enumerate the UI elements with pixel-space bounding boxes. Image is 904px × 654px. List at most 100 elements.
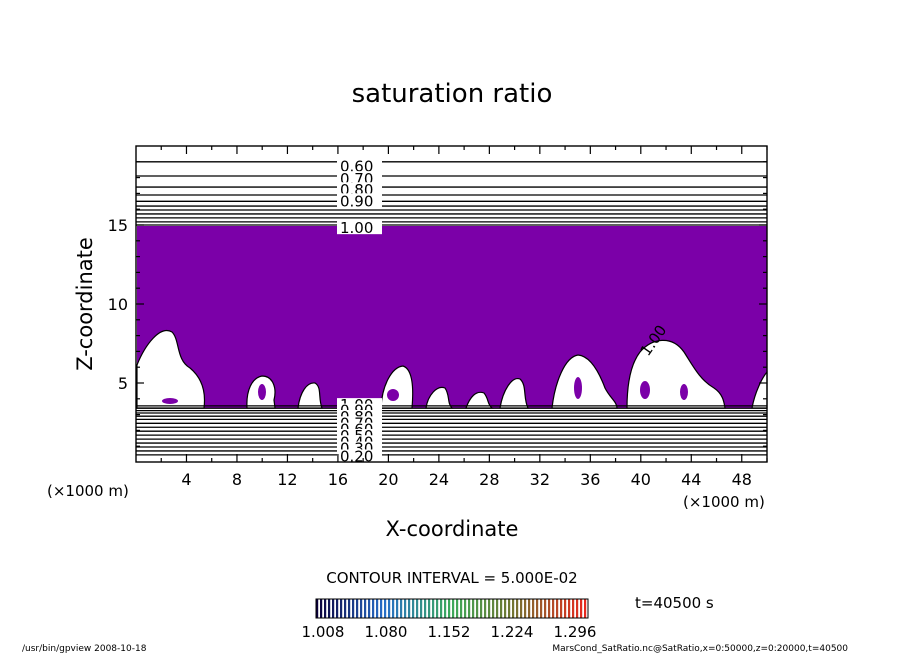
colorbar-stripe [564,599,567,618]
contour-label-bg [337,193,382,208]
blob [499,378,529,409]
contour-interval-text: CONTOUR INTERVAL = 5.000E-02 [326,569,577,587]
colorbar-stripe [556,599,559,618]
x-axis-label: X-coordinate [386,517,519,541]
x-axis-ticks [160,146,768,462]
x-tick-label: 8 [232,470,242,489]
colorbar-stripe [460,599,463,618]
colorbar-stripe [336,599,339,618]
colorbar-stripe [352,599,355,618]
contour-label: 0.90 [340,192,373,210]
colorbar-stripe [524,599,527,618]
blob [297,382,323,409]
colorbar-stripe [468,599,471,618]
colorbar-frame [315,598,589,619]
colorbar-stripe [440,599,443,618]
colorbar-stripe [576,599,579,618]
colorbar-stripe [428,599,431,618]
colorbar-stripe [388,599,391,618]
colorbar-stripe [500,599,503,618]
colorbar-stripe [544,599,547,618]
footer-program: /usr/bin/gpview 2008-10-18 [22,644,147,654]
colorbar-stripe [376,599,379,618]
x-tick-labels: 4 8 12 16 20 24 28 32 36 40 44 48 [181,470,752,489]
colorbar-stripe [404,599,407,618]
y-tick-label: 5 [118,374,128,393]
purple-island [387,389,399,401]
colorbar-stripe [320,599,323,618]
colorbar-stripe [456,599,459,618]
colorbar-stripe [512,599,515,618]
colorbar-stripe [332,599,335,618]
purple-island [258,384,266,400]
blob [136,329,206,409]
colorbar-stripe [436,599,439,618]
colorbar-stripe [508,599,511,618]
colorbar-stripe [484,599,487,618]
y-tick-label: 10 [108,295,128,314]
blob [626,339,726,409]
colorbar-stripe [548,599,551,618]
colorbar-stripe [368,599,371,618]
colorbar-stripe [384,599,387,618]
colorbar-stripe [492,599,495,618]
colorbar-stripe [528,599,531,618]
purple-island [640,381,650,399]
colorbar-tick-label: 1.152 [428,623,471,641]
colorbar-stripe [572,599,575,618]
y-tick-label: 15 [108,216,128,235]
contour-label: 0.60 [340,158,373,176]
x-tick-label: 16 [328,470,348,489]
colorbar-stripe [536,599,539,618]
x-tick-label: 20 [378,470,398,489]
colorbar-stripe [488,599,491,618]
colorbar-stripe [380,599,383,618]
colorbar-stripe [584,599,587,618]
purple-islands [162,377,688,404]
colorbar-stripe [408,599,411,618]
colorbar-stripe [444,599,447,618]
contour-label-bg [337,220,382,235]
x-axis-unit: (×1000 m) [683,493,765,511]
colorbar-stripe [496,599,499,618]
blob [551,354,618,409]
chart-title: saturation ratio [352,79,553,109]
footer-source: MarsCond_SatRatio.nc@SatRatio,x=0:50000,… [552,644,848,654]
contour-label-bg [337,449,382,462]
x-tick-label: 24 [429,470,449,489]
x-tick-label: 32 [530,470,550,489]
contour-label-bg [337,171,382,186]
x-tick-label: 4 [181,470,191,489]
contour-label-bg [337,158,382,173]
colorbar-stripe [372,599,375,618]
colorbar-stripe [316,599,319,618]
colorbar-stripe [416,599,419,618]
colorbar-stripe [340,599,343,618]
contour-label: 1.00 [340,219,373,237]
colorbar-stripe [560,599,563,618]
x-tick-label: 48 [732,470,752,489]
colorbar-stripe [568,599,571,618]
colorbar-stripe [580,599,583,618]
colorbar-stripe [464,599,467,618]
x-tick-label: 12 [277,470,297,489]
colorbar-stripe [392,599,395,618]
colorbar-stripe [364,599,367,618]
colorbar-tick-label: 1.224 [491,623,534,641]
x-tick-label: 28 [479,470,499,489]
purple-island [680,384,688,400]
lower-contour-labels: 1.000.900.800.700.600.500.400.300.20 [337,396,382,465]
colorbar-stripe [472,599,475,618]
colorbar-stripe [400,599,403,618]
colorbar-stripe [424,599,427,618]
x-tick-label: 44 [681,470,701,489]
colorbar-stripe [476,599,479,618]
colorbar-stripe [360,599,363,618]
colorbar-stripe [348,599,351,618]
y-axis-unit: (×1000 m) [47,482,129,500]
colorbar-stripe [344,599,347,618]
upper-contour-labels: 0.600.700.800.901.00 [337,158,382,237]
colorbar-stripe [480,599,483,618]
x-tick-label: 40 [631,470,651,489]
